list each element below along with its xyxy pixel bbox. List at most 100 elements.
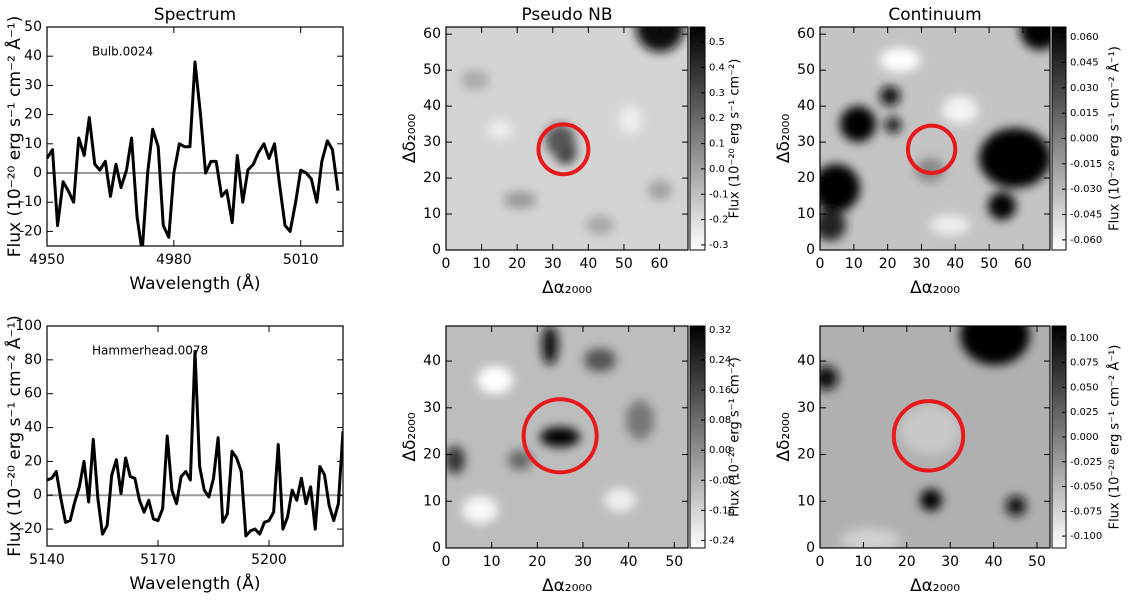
aperture-circle xyxy=(521,397,599,475)
y-tick-label: 10 xyxy=(423,206,441,222)
x-tick-label: 20 xyxy=(879,256,897,272)
colorbar-tick-label: 0.025 xyxy=(1070,407,1099,418)
colorbar-tick-label: 0.32 xyxy=(709,325,731,336)
y-tick-label: 40 xyxy=(24,420,42,436)
y-tick-label: 40 xyxy=(797,353,815,369)
panel-title: Continuum xyxy=(888,5,981,25)
image-texture xyxy=(446,326,688,548)
y-tick-label: -20 xyxy=(19,223,42,239)
x-tick-label: 50 xyxy=(1028,554,1046,570)
x-tick-label: 40 xyxy=(946,256,964,272)
y-axis-label: Δδ₂₀₀₀ xyxy=(400,114,420,163)
colorbar-label: Flux (10⁻²⁰ erg s⁻¹ cm⁻²) xyxy=(728,357,743,517)
panel-title: Pseudo NB xyxy=(521,5,612,25)
y-tick-label: 10 xyxy=(423,493,441,509)
y-axis-label: Flux (10⁻²⁰ erg s⁻¹ cm⁻² Å⁻¹) xyxy=(3,315,25,557)
x-tick-label: 10 xyxy=(483,554,501,570)
y-tick-label: 100 xyxy=(15,318,42,334)
image-texture xyxy=(820,27,1050,250)
colorbar-tick-label: -0.060 xyxy=(1070,235,1102,246)
y-tick-label: 40 xyxy=(797,98,815,114)
y-tick-label: 10 xyxy=(797,206,815,222)
y-tick-label: 20 xyxy=(24,453,42,469)
x-tick-label: 30 xyxy=(913,256,931,272)
colorbar-tick-label: 0.050 xyxy=(1070,382,1099,393)
colorbar-tick-label: 0.045 xyxy=(1070,57,1099,68)
x-tick-label: 40 xyxy=(579,256,597,272)
y-tick-label: 40 xyxy=(423,98,441,114)
colorbar-label: Flux (10⁻²⁰ erg s⁻¹ cm⁻² Å⁻¹) xyxy=(1107,46,1123,231)
object-label: Bulb.0024 xyxy=(92,45,153,59)
y-tick-label: 0 xyxy=(33,165,42,181)
x-tick-label: 20 xyxy=(898,554,916,570)
aperture-circle xyxy=(891,399,966,473)
axes-frame xyxy=(46,26,344,247)
y-tick-label: 0 xyxy=(432,242,441,258)
x-tick-label: 5010 xyxy=(283,252,319,268)
y-tick-label: 20 xyxy=(423,170,441,186)
axes-frame xyxy=(46,325,344,547)
y-tick-label: 20 xyxy=(797,447,815,463)
colorbar-tick-label: -0.030 xyxy=(1070,184,1102,195)
aperture-circle xyxy=(536,122,591,177)
colorbar xyxy=(689,26,706,251)
x-tick-label: 10 xyxy=(473,256,491,272)
colorbar-tick-label: -0.24 xyxy=(709,535,735,546)
colorbar-tick-label: 0.08 xyxy=(709,415,731,426)
y-tick-label: 80 xyxy=(24,352,42,368)
x-tick-label: 20 xyxy=(508,256,526,272)
x-axis-label: Wavelength (Å) xyxy=(129,572,260,594)
colorbar-tick-label: -0.045 xyxy=(1070,210,1102,221)
colorbar-tick-label: 0.1 xyxy=(709,139,725,150)
y-axis-label: Flux (10⁻²⁰ erg s⁻¹ cm⁻² Å⁻¹) xyxy=(3,16,25,258)
y-tick-label: 0 xyxy=(806,242,815,258)
y-tick-label: 10 xyxy=(24,136,42,152)
y-tick-label: 50 xyxy=(797,62,815,78)
y-tick-label: 30 xyxy=(423,400,441,416)
image-texture xyxy=(820,326,1050,548)
spectrum-line xyxy=(47,60,340,246)
colorbar-tick-label: 0.4 xyxy=(709,63,725,74)
axes-frame xyxy=(445,26,689,251)
colorbar-tick-label: -0.100 xyxy=(1070,531,1102,542)
colorbar-tick-label: 0.5 xyxy=(709,37,725,48)
x-tick-label: 40 xyxy=(985,554,1003,570)
y-tick-label: -10 xyxy=(19,194,42,210)
x-tick-label: 30 xyxy=(574,554,592,570)
x-tick-label: 0 xyxy=(442,256,451,272)
colorbar xyxy=(689,325,706,549)
colorbar-tick-label: -0.050 xyxy=(1070,482,1102,493)
colorbar-tick-label: -0.16 xyxy=(709,505,735,516)
y-tick-label: 30 xyxy=(24,77,42,93)
colorbar-tick-label: -0.1 xyxy=(709,189,729,200)
x-axis-label: Δα₂₀₀₀ xyxy=(910,278,960,298)
x-tick-label: 0 xyxy=(816,554,825,570)
axes-frame xyxy=(819,325,1051,549)
x-tick-label: 0 xyxy=(442,554,451,570)
colorbar-tick-label: 0.24 xyxy=(709,355,731,366)
y-tick-label: 20 xyxy=(24,107,42,123)
x-tick-label: 10 xyxy=(845,256,863,272)
colorbar-tick-label: 0.16 xyxy=(709,385,731,396)
colorbar-tick-label: 0.3 xyxy=(709,88,725,99)
panel-title: Spectrum xyxy=(154,5,236,25)
y-tick-label: 30 xyxy=(797,134,815,150)
y-tick-label: 50 xyxy=(423,62,441,78)
colorbar-tick-label: 0.0 xyxy=(709,164,725,175)
x-tick-label: 20 xyxy=(528,554,546,570)
y-tick-label: 10 xyxy=(797,493,815,509)
aperture-circle xyxy=(905,123,958,175)
x-tick-label: 30 xyxy=(941,554,959,570)
x-axis-label: Δα₂₀₀₀ xyxy=(542,278,592,298)
y-tick-label: 30 xyxy=(423,134,441,150)
x-tick-label: 40 xyxy=(620,554,638,570)
colorbar-tick-label: 0.100 xyxy=(1070,333,1099,344)
x-tick-label: 4980 xyxy=(156,252,192,268)
y-axis-label: Δδ₂₀₀₀ xyxy=(400,412,420,461)
x-tick-label: 50 xyxy=(665,554,683,570)
y-tick-label: 20 xyxy=(423,447,441,463)
colorbar-tick-label: -0.015 xyxy=(1070,159,1102,170)
colorbar-tick-label: -0.3 xyxy=(709,240,729,251)
x-tick-label: 30 xyxy=(544,256,562,272)
colorbar-tick-label: -0.08 xyxy=(709,475,735,486)
